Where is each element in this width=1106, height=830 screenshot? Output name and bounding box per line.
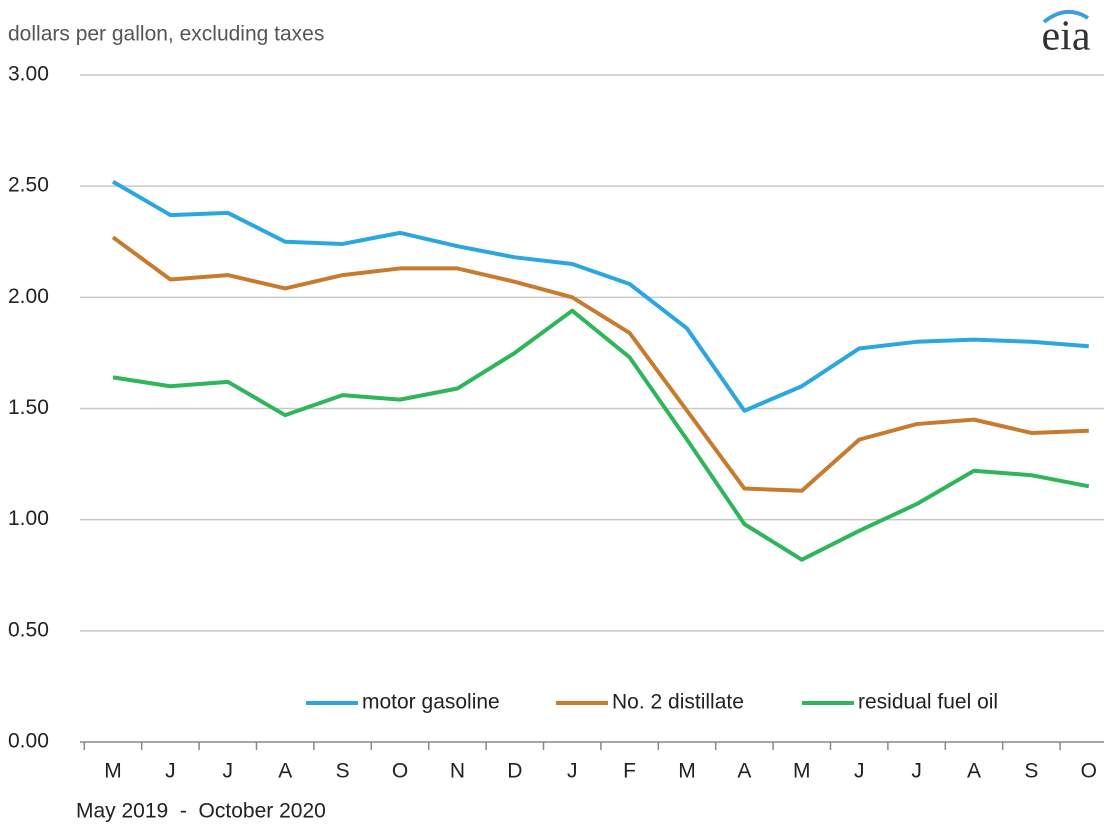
x-tick-label: N xyxy=(450,760,465,783)
logo: eia xyxy=(1042,14,1091,60)
y-tick-label: 3.00 xyxy=(8,63,49,86)
y-axis-label: dollars per gallon, excluding taxes xyxy=(8,23,324,46)
y-tick-label: 1.00 xyxy=(8,507,49,530)
x-tick-label: A xyxy=(278,760,292,783)
y-tick-label: 0.00 xyxy=(8,730,49,753)
legend-label: No. 2 distillate xyxy=(612,691,744,714)
x-axis-label: May 2019 - October 2020 xyxy=(76,800,326,823)
x-tick-label: J xyxy=(911,760,922,783)
y-tick-label: 1.50 xyxy=(8,396,49,419)
legend-label: residual fuel oil xyxy=(858,691,998,714)
x-tick-label: S xyxy=(1024,760,1038,783)
x-tick-label: S xyxy=(336,760,350,783)
x-tick-label: J xyxy=(567,760,578,783)
y-tick-label: 0.50 xyxy=(8,618,49,641)
series-line xyxy=(111,235,1089,493)
series-line xyxy=(111,179,1089,413)
x-tick-label: M xyxy=(104,760,122,783)
x-tick-label: J xyxy=(223,760,234,783)
logo-arc xyxy=(1042,10,1090,24)
series-line xyxy=(112,308,1090,562)
x-tick-label: M xyxy=(678,760,696,783)
x-tick-label: A xyxy=(737,760,751,783)
x-tick-label: A xyxy=(967,760,981,783)
x-tick-label: O xyxy=(392,760,408,783)
x-tick-label: J xyxy=(854,760,865,783)
y-tick-label: 2.00 xyxy=(8,285,49,308)
x-tick-label: J xyxy=(165,760,176,783)
x-tick-label: D xyxy=(507,760,522,783)
x-tick-label: F xyxy=(623,760,636,783)
x-tick-label: M xyxy=(793,760,811,783)
x-tick-label: O xyxy=(1081,760,1097,783)
legend-label: motor gasoline xyxy=(362,691,500,714)
y-tick-label: 2.50 xyxy=(8,174,49,197)
